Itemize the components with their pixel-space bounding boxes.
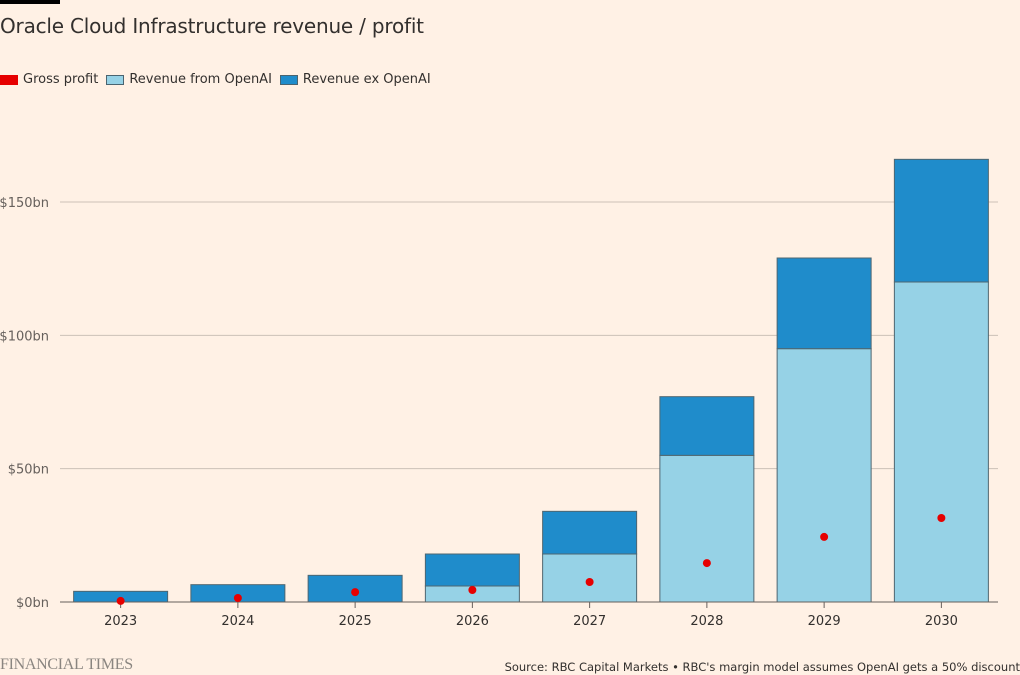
y-tick-label: $50bn [8,463,49,478]
bar-revenue-openai [776,348,872,603]
point-gross-profit [351,588,360,597]
chart-title: Oracle Cloud Infrastructure revenue / pr… [0,14,424,38]
bar-revenue-openai [893,281,989,603]
legend-label: Revenue ex OpenAI [302,72,431,87]
point-gross-profit [702,559,711,568]
point-gross-profit [468,586,477,594]
x-tick-label: 2024 [221,614,254,629]
legend-swatch-gross-profit [0,74,18,85]
y-tick-label: $100bn [0,329,49,344]
source-note: Source: RBC Capital Markets • RBC's marg… [504,660,1020,674]
legend-swatch-revenue-openai [106,74,125,85]
x-tick-label: 2029 [808,614,841,629]
point-gross-profit [585,578,594,586]
point-gross-profit [116,596,125,605]
ft-topbar [0,0,60,4]
bar-revenue-ex-openai [776,257,872,350]
bar-revenue-openai [659,454,755,603]
point-gross-profit [820,532,829,541]
x-tick-label: 2023 [104,614,137,629]
legend-item-gross-profit: Gross profit [0,72,98,87]
y-tick-label: $150bn [0,196,49,211]
point-gross-profit [937,514,946,522]
legend-label: Gross profit [23,72,99,87]
point-gross-profit [233,594,242,602]
bar-revenue-ex-openai [542,510,638,555]
bar-revenue-ex-openai [659,396,755,456]
x-tick-label: 2030 [925,614,958,629]
bar-revenue-ex-openai [424,553,520,587]
x-tick-label: 2028 [690,614,723,629]
x-tick-label: 2027 [573,614,606,629]
x-tick-label: 2026 [456,614,489,629]
legend-item-revenue-openai: Revenue from OpenAI [106,72,272,87]
bar-revenue-ex-openai [893,158,989,283]
legend-swatch-revenue-ex-openai [279,74,298,85]
x-tick-label: 2025 [339,614,372,629]
legend-label: Revenue from OpenAI [129,72,272,87]
legend: Gross profit Revenue from OpenAI Revenue… [0,72,439,87]
legend-item-revenue-ex-openai: Revenue ex OpenAI [279,72,431,87]
ft-logo: FINANCIAL TIMES [0,656,133,673]
y-tick-label: $0bn [16,596,49,611]
